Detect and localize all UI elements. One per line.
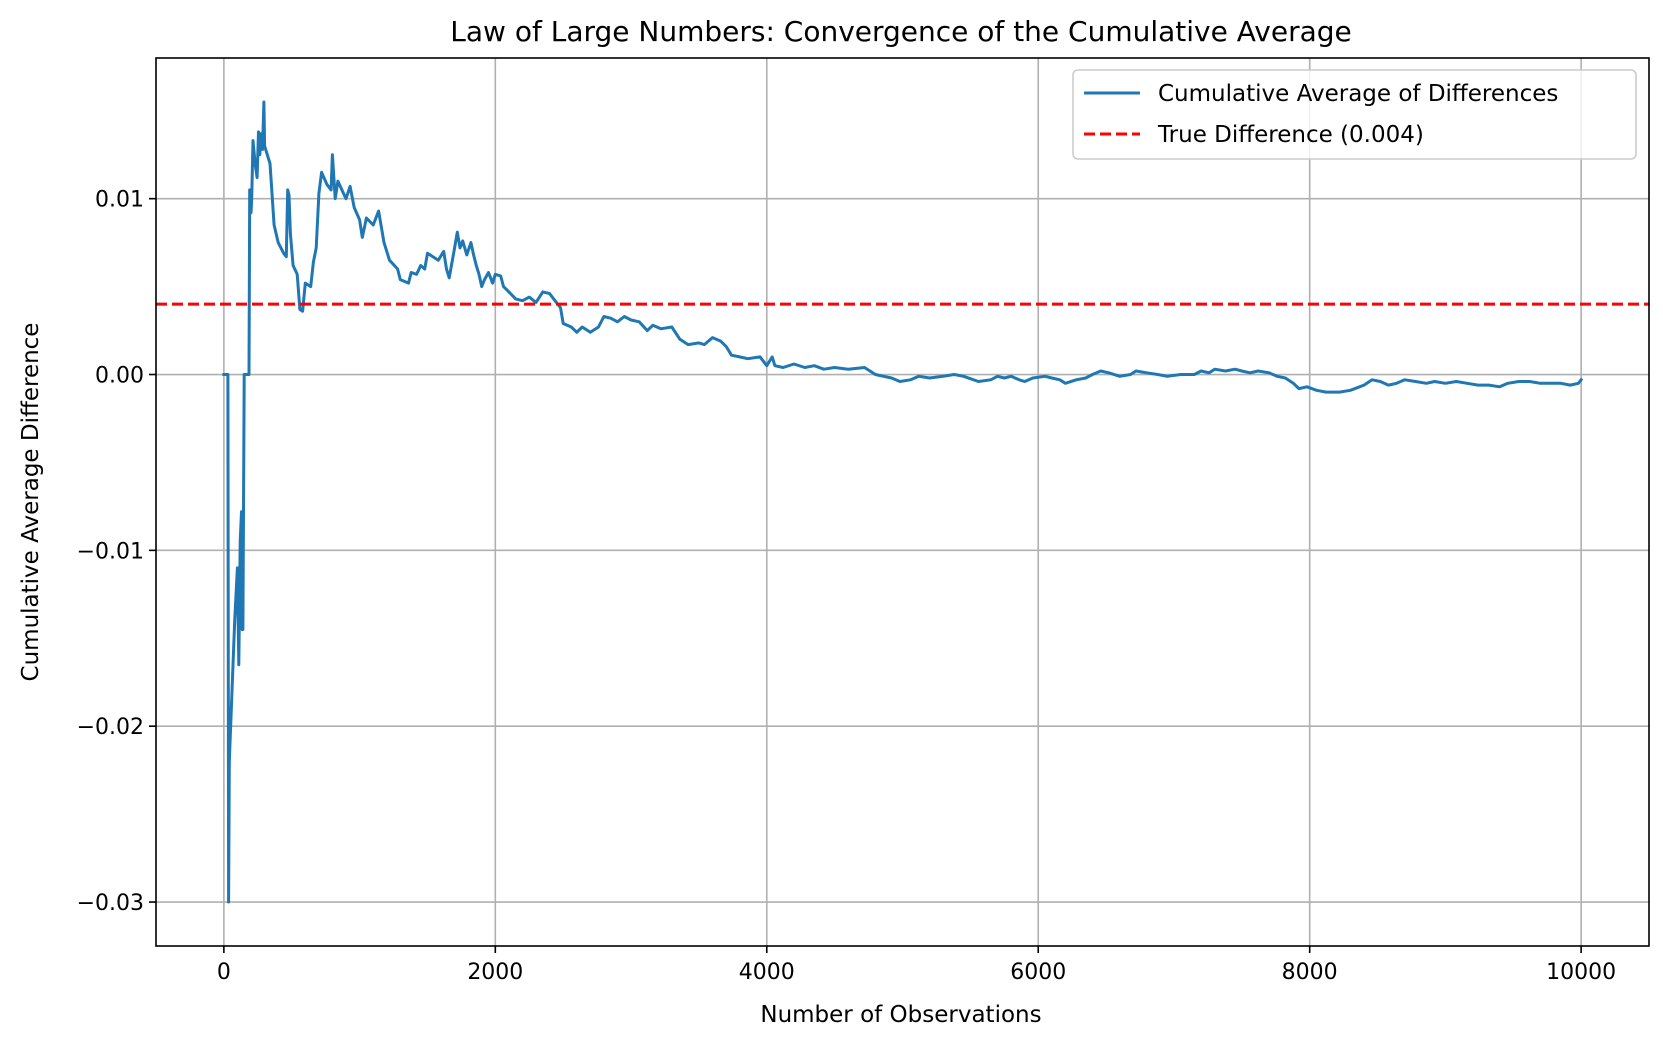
x-tick-label: 10000 — [1546, 960, 1616, 985]
y-tick-label: 0.01 — [95, 188, 144, 213]
y-tick-label: −0.03 — [77, 891, 144, 916]
grid — [156, 58, 1649, 946]
y-tick-label: 0.00 — [95, 364, 144, 389]
x-tick-label: 6000 — [1010, 960, 1066, 985]
x-tick-label: 0 — [217, 960, 231, 985]
y-axis-label: Cumulative Average Difference — [18, 323, 44, 682]
plot-series — [156, 100, 1649, 904]
legend-box — [1072, 69, 1637, 160]
y-tick-label: −0.02 — [77, 715, 144, 740]
x-tick-label: 4000 — [739, 960, 795, 985]
x-tick-label: 2000 — [467, 960, 523, 985]
x-axis-label: Number of Observations — [760, 1002, 1041, 1028]
chart-title: Law of Large Numbers: Convergence of the… — [450, 15, 1351, 48]
y-tick-label: −0.01 — [77, 539, 144, 564]
x-axis-ticks: 0 2000 4000 6000 8000 10000 — [217, 946, 1616, 985]
x-tick-label: 8000 — [1282, 960, 1338, 985]
y-axis-ticks: −0.03 −0.02 −0.01 0.00 0.01 — [77, 188, 156, 916]
plot-frame — [155, 57, 1650, 947]
legend-label-cumulative-average: Cumulative Average of Differences — [1158, 81, 1558, 107]
series-line-cumulative-average — [222, 100, 1584, 904]
legend: Cumulative Average of Differences True D… — [1072, 69, 1637, 160]
legend-label-true-difference: True Difference (0.004) — [1157, 122, 1424, 148]
